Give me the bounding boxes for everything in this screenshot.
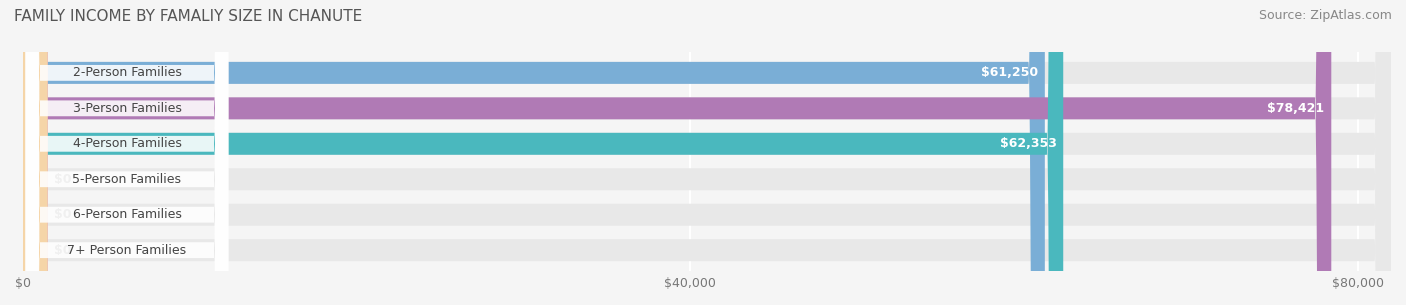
FancyBboxPatch shape	[25, 0, 228, 305]
Text: 2-Person Families: 2-Person Families	[73, 66, 181, 79]
Text: $0: $0	[55, 244, 72, 257]
FancyBboxPatch shape	[22, 0, 1331, 305]
Text: 4-Person Families: 4-Person Families	[73, 137, 181, 150]
FancyBboxPatch shape	[25, 0, 228, 305]
FancyBboxPatch shape	[22, 0, 48, 305]
FancyBboxPatch shape	[22, 0, 48, 305]
FancyBboxPatch shape	[25, 0, 228, 305]
FancyBboxPatch shape	[22, 0, 1391, 305]
Text: $0: $0	[55, 208, 72, 221]
FancyBboxPatch shape	[22, 0, 1391, 305]
Text: Source: ZipAtlas.com: Source: ZipAtlas.com	[1258, 9, 1392, 22]
Text: $78,421: $78,421	[1267, 102, 1324, 115]
Text: $0: $0	[55, 173, 72, 186]
FancyBboxPatch shape	[22, 0, 1063, 305]
FancyBboxPatch shape	[22, 0, 1391, 305]
Text: 6-Person Families: 6-Person Families	[73, 208, 181, 221]
FancyBboxPatch shape	[22, 0, 1391, 305]
Text: $62,353: $62,353	[1000, 137, 1056, 150]
Text: 7+ Person Families: 7+ Person Families	[67, 244, 187, 257]
Text: $61,250: $61,250	[981, 66, 1038, 79]
FancyBboxPatch shape	[22, 0, 48, 305]
FancyBboxPatch shape	[25, 0, 228, 305]
FancyBboxPatch shape	[25, 0, 228, 305]
FancyBboxPatch shape	[22, 0, 1045, 305]
FancyBboxPatch shape	[22, 0, 1391, 305]
Text: 5-Person Families: 5-Person Families	[73, 173, 181, 186]
FancyBboxPatch shape	[22, 0, 1391, 305]
FancyBboxPatch shape	[25, 0, 228, 305]
Text: FAMILY INCOME BY FAMALIY SIZE IN CHANUTE: FAMILY INCOME BY FAMALIY SIZE IN CHANUTE	[14, 9, 363, 24]
Text: 3-Person Families: 3-Person Families	[73, 102, 181, 115]
